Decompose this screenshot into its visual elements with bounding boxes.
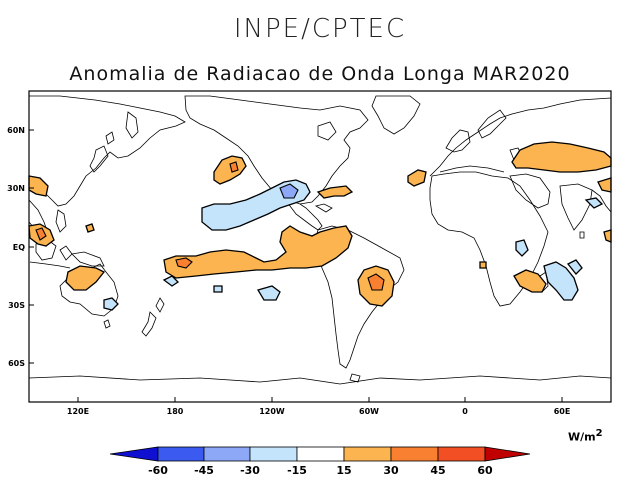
lon-label-60w: 60W — [359, 407, 379, 416]
lat-label-eq: EQ — [13, 243, 25, 252]
units-exponent: 2 — [595, 428, 603, 439]
colorbar-tick-15: 15 — [336, 464, 351, 477]
colorbar-tick-60: 60 — [477, 464, 493, 477]
colorbar-tick-m15: -15 — [287, 464, 307, 477]
units-base: W/m — [568, 430, 596, 444]
lat-label-60n: 60N — [7, 126, 25, 135]
colorbar-units: W/m2 — [568, 428, 603, 444]
positive-anomalies — [28, 141, 612, 307]
colorbar: -60 -45 -30 -15 15 30 45 60 — [109, 446, 531, 477]
colorbar-tick-m30: -30 — [240, 464, 260, 477]
colorbar-tick-m60: -60 — [148, 464, 168, 477]
colorbar-bin-45-60 — [437, 446, 486, 462]
colorbar-arrow-right — [484, 446, 531, 462]
institution-title: INPE/CPTEC — [233, 14, 407, 44]
colorbar-tick-m45: -45 — [194, 464, 214, 477]
lat-label-30s: 30S — [8, 301, 25, 310]
lon-label-120w: 120W — [259, 407, 285, 416]
lon-label-60e: 60E — [554, 407, 571, 416]
lat-label-30n: 30N — [7, 184, 25, 193]
colorbar-bin-m15-15 — [296, 446, 345, 462]
lon-label-0: 0 — [462, 407, 468, 416]
lat-label-60s: 60S — [8, 359, 25, 368]
colorbar-tick-30: 30 — [383, 464, 399, 477]
colorbar-arrow-left — [109, 446, 159, 462]
strong-negative-anomalies — [279, 183, 299, 199]
colorbar-bin-m60-m45 — [157, 446, 205, 462]
map-ticks — [29, 129, 563, 402]
strong-positive-anomalies — [35, 161, 385, 291]
colorbar-tick-45: 45 — [430, 464, 445, 477]
colorbar-bin-15-30 — [343, 446, 392, 462]
colorbar-bin-m45-m30 — [203, 446, 251, 462]
colorbar-bin-30-45 — [390, 446, 439, 462]
map-panel: 60N 30N EQ 30S 60S 120E 180 120W 60W 0 6… — [7, 90, 612, 416]
map-title: Anomalia de Radiacao de Onda Longa MAR20… — [69, 63, 571, 85]
lon-label-120e: 120E — [67, 407, 89, 416]
colorbar-bin-m30-m15 — [249, 446, 298, 462]
lon-label-180: 180 — [167, 407, 184, 416]
